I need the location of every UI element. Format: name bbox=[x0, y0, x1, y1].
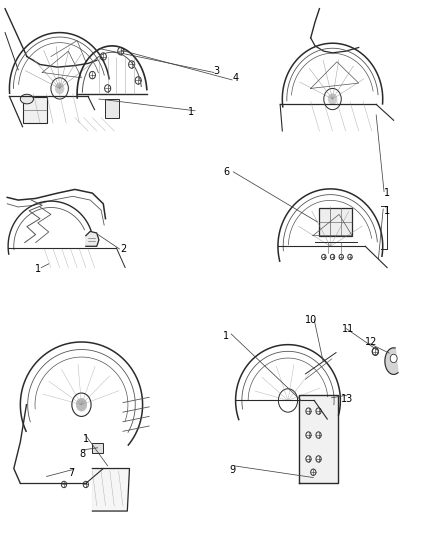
Bar bbox=[22, 98, 46, 123]
Text: 4: 4 bbox=[232, 74, 238, 83]
Polygon shape bbox=[86, 231, 99, 246]
Text: 3: 3 bbox=[214, 66, 220, 76]
Circle shape bbox=[55, 83, 64, 94]
Text: 10: 10 bbox=[304, 314, 317, 325]
Text: 1: 1 bbox=[83, 434, 89, 445]
Polygon shape bbox=[92, 469, 130, 511]
Polygon shape bbox=[299, 395, 338, 483]
Text: 8: 8 bbox=[80, 449, 86, 458]
Text: 12: 12 bbox=[365, 337, 377, 347]
Bar bbox=[106, 99, 119, 118]
Text: 1: 1 bbox=[188, 107, 194, 117]
Text: 13: 13 bbox=[341, 394, 353, 405]
Bar bbox=[92, 443, 103, 453]
Bar bbox=[319, 208, 352, 236]
Text: 1: 1 bbox=[384, 188, 390, 198]
Text: 1: 1 bbox=[35, 264, 41, 274]
Circle shape bbox=[328, 94, 337, 104]
Ellipse shape bbox=[20, 94, 33, 104]
Text: 6: 6 bbox=[224, 167, 230, 177]
Text: 9: 9 bbox=[229, 465, 235, 474]
Text: 7: 7 bbox=[68, 468, 74, 478]
Text: 11: 11 bbox=[342, 324, 354, 334]
Circle shape bbox=[390, 354, 397, 363]
Polygon shape bbox=[385, 348, 398, 374]
Text: 1: 1 bbox=[384, 206, 390, 216]
Text: 2: 2 bbox=[121, 244, 127, 254]
Circle shape bbox=[76, 398, 87, 411]
Text: 1: 1 bbox=[223, 330, 229, 341]
